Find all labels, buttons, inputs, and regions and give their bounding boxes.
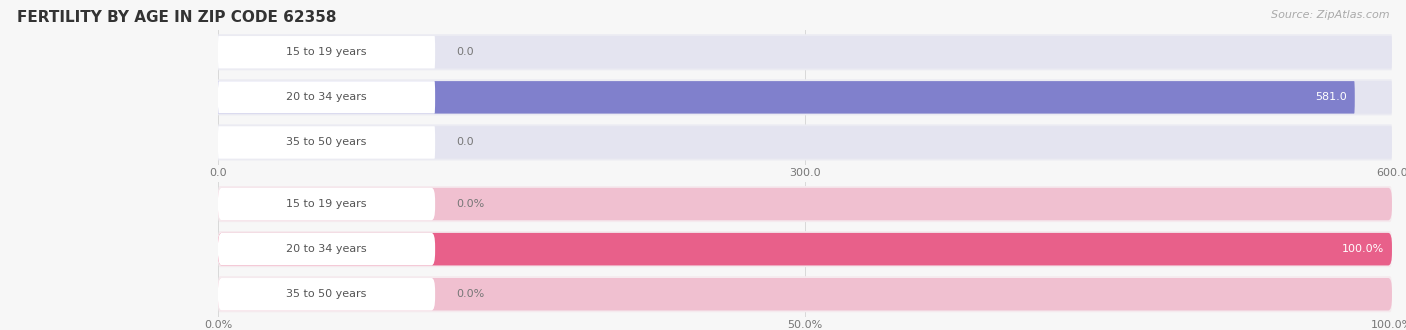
- Text: 15 to 19 years: 15 to 19 years: [287, 199, 367, 209]
- Text: 0.0%: 0.0%: [457, 199, 485, 209]
- FancyBboxPatch shape: [218, 276, 1392, 312]
- FancyBboxPatch shape: [218, 81, 1392, 114]
- FancyBboxPatch shape: [218, 188, 434, 220]
- FancyBboxPatch shape: [218, 36, 434, 69]
- FancyBboxPatch shape: [218, 126, 434, 159]
- FancyBboxPatch shape: [218, 278, 1392, 311]
- FancyBboxPatch shape: [218, 233, 1392, 265]
- Text: 100.0%: 100.0%: [1341, 244, 1384, 254]
- Text: 15 to 19 years: 15 to 19 years: [287, 47, 367, 57]
- Text: 581.0: 581.0: [1315, 92, 1347, 102]
- Text: 0.0: 0.0: [457, 138, 474, 148]
- FancyBboxPatch shape: [218, 188, 1392, 220]
- Text: 0.0%: 0.0%: [457, 289, 485, 299]
- Text: 35 to 50 years: 35 to 50 years: [287, 289, 367, 299]
- FancyBboxPatch shape: [218, 36, 1392, 69]
- FancyBboxPatch shape: [218, 124, 1392, 160]
- FancyBboxPatch shape: [218, 233, 434, 265]
- FancyBboxPatch shape: [218, 231, 1392, 267]
- FancyBboxPatch shape: [218, 81, 434, 114]
- Text: Source: ZipAtlas.com: Source: ZipAtlas.com: [1271, 10, 1389, 20]
- FancyBboxPatch shape: [218, 186, 1392, 222]
- Text: 35 to 50 years: 35 to 50 years: [287, 138, 367, 148]
- Text: 20 to 34 years: 20 to 34 years: [287, 244, 367, 254]
- Text: 20 to 34 years: 20 to 34 years: [287, 92, 367, 102]
- FancyBboxPatch shape: [218, 233, 1392, 265]
- FancyBboxPatch shape: [218, 278, 434, 311]
- FancyBboxPatch shape: [218, 126, 1392, 159]
- FancyBboxPatch shape: [218, 79, 1392, 116]
- Text: FERTILITY BY AGE IN ZIP CODE 62358: FERTILITY BY AGE IN ZIP CODE 62358: [17, 10, 336, 25]
- FancyBboxPatch shape: [218, 34, 1392, 70]
- FancyBboxPatch shape: [218, 81, 1355, 114]
- Text: 0.0: 0.0: [457, 47, 474, 57]
